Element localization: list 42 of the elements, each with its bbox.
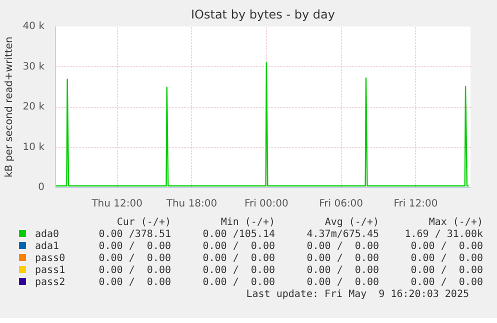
- y-tick-label: 0: [38, 182, 45, 193]
- text: 0.00 / 0.00: [98, 253, 171, 265]
- x-tick-label: Thu 12:00: [90, 198, 142, 210]
- text: Min (-/+): [220, 217, 275, 229]
- text: 0.00 / 0.00: [98, 265, 171, 277]
- text: 0.00 / 0.00: [410, 265, 483, 277]
- text: Last update: Fri May 9 16:20:03 2025: [245, 289, 470, 301]
- text: 0.00 / 0.00: [98, 241, 171, 253]
- text: 0.00 / 0.00: [202, 265, 275, 277]
- x-tick-label: Fri 12:00: [394, 198, 438, 210]
- text: 0.00 / 0.00: [306, 241, 379, 253]
- legend-label: ada1: [34, 241, 60, 253]
- text: 0.00 / 0.00: [410, 277, 483, 289]
- legend-label: pass2: [34, 277, 66, 289]
- text: 0.00 / 0.00: [410, 241, 483, 253]
- x-tick-label: Fri 00:00: [244, 198, 288, 210]
- text: 0.00 / 0.00: [306, 253, 379, 265]
- text: 0.00 / 0.00: [202, 277, 275, 289]
- text: 0.00 / 0.00: [306, 277, 379, 289]
- text: 0.00 / 0.00: [202, 241, 275, 253]
- text: 0.00 /378.51: [98, 229, 171, 241]
- y-tick-label: 10 k: [22, 142, 45, 153]
- text: Avg (-/+): [324, 217, 379, 229]
- legend-label: pass0: [34, 253, 66, 265]
- text: 1.69 / 31.00k: [404, 229, 483, 241]
- x-tick-label: Thu 18:00: [165, 198, 218, 210]
- text: 0.00 / 0.00: [306, 265, 379, 277]
- y-tick-label: 20 k: [22, 102, 45, 112]
- text: 4.37m/675.45: [306, 229, 379, 241]
- text: Max (-/+): [428, 217, 483, 229]
- legend-label: pass1: [34, 265, 66, 277]
- text: 0.00 / 0.00: [98, 277, 171, 289]
- text: 0.00 /105.14: [202, 229, 275, 241]
- text: Cur (-/+): [116, 217, 171, 229]
- text: 0.00 / 0.00: [202, 253, 275, 265]
- legend-label: ada0: [34, 229, 60, 241]
- text: 0.00 / 0.00: [410, 253, 483, 265]
- y-tick-label: 30 k: [22, 61, 45, 72]
- y-tick-label: 40 k: [22, 21, 45, 32]
- chart-title: IOstat by bytes - by day: [191, 8, 335, 22]
- y-axis-title: kB per second read+written: [4, 36, 15, 178]
- x-tick-label: Fri 06:00: [319, 198, 364, 210]
